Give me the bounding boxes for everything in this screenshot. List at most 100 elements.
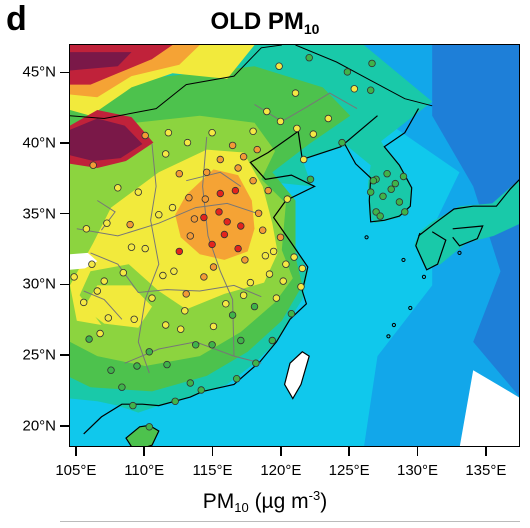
station-point <box>246 278 255 287</box>
mongolia-border <box>70 45 282 120</box>
island-5 <box>457 250 462 255</box>
station-point <box>155 210 163 219</box>
divider <box>60 521 520 522</box>
ocean-far <box>432 45 519 397</box>
station-point <box>338 138 346 147</box>
station-point <box>268 336 276 345</box>
station-point <box>275 62 283 70</box>
station-point <box>119 268 127 277</box>
station-point <box>183 138 192 147</box>
province-border-8 <box>83 290 123 320</box>
xlabel-unit-close: ) <box>320 490 328 513</box>
chart-title: OLD PM10 <box>0 8 530 37</box>
x-tick-mark <box>143 447 145 456</box>
station-point <box>114 184 122 192</box>
station-point <box>237 336 245 345</box>
northeast-border <box>295 45 433 107</box>
station-point <box>401 208 409 216</box>
station-point <box>369 176 378 185</box>
station-point <box>118 383 126 391</box>
station-point <box>261 251 270 260</box>
station-point <box>141 131 149 140</box>
title-main: OLD PM <box>210 8 304 35</box>
japan-coastline <box>418 179 519 237</box>
station-point <box>282 260 290 268</box>
x-tick-mark <box>280 447 282 456</box>
desert-maroon-north <box>70 52 132 71</box>
station-point <box>263 107 271 116</box>
japan-land <box>414 180 519 269</box>
station-point <box>290 253 298 261</box>
station-point <box>93 287 101 295</box>
station-point <box>291 89 300 97</box>
station-point <box>258 226 267 234</box>
station-point <box>239 291 248 299</box>
province-border-2 <box>137 143 160 374</box>
station-point <box>190 215 199 223</box>
station-point <box>145 348 153 356</box>
station-point <box>231 186 240 195</box>
station-point <box>293 124 301 133</box>
station-point <box>232 375 241 383</box>
station-point <box>208 128 216 137</box>
station-point <box>228 141 237 150</box>
y-tick-label: 40°N <box>22 134 56 152</box>
observation-stations <box>70 53 409 431</box>
station-point <box>182 290 190 298</box>
xlabel-main: PM <box>202 490 235 513</box>
x-tick-label: 135°E <box>465 462 507 479</box>
station-point <box>85 335 93 343</box>
station-point <box>181 307 189 315</box>
station-point <box>387 185 395 193</box>
map-frame <box>69 44 520 447</box>
y-tick-label: 20°N <box>22 417 56 435</box>
station-point <box>383 169 391 178</box>
station-point <box>228 311 237 319</box>
station-point <box>170 267 178 275</box>
station-point <box>148 294 156 302</box>
y-tick-mark <box>60 212 69 215</box>
station-point <box>79 298 88 307</box>
station-point <box>216 189 224 198</box>
station-point <box>186 379 194 387</box>
station-point <box>104 314 112 322</box>
x-tick-label: 130°E <box>396 462 439 479</box>
station-point <box>208 341 216 349</box>
x-tick-label: 105°E <box>55 462 97 479</box>
title-subscript: 10 <box>303 21 320 37</box>
x-tick-mark <box>75 447 77 456</box>
station-point <box>176 325 185 333</box>
xlabel-unit: (µg m <box>248 490 309 513</box>
station-point <box>264 186 272 195</box>
y-tick-label: 25°N <box>22 346 56 364</box>
y-tick-mark <box>60 71 69 74</box>
station-point <box>168 203 177 212</box>
station-point <box>367 188 375 196</box>
station-point <box>141 244 149 253</box>
station-point <box>234 164 242 172</box>
station-point <box>163 360 171 369</box>
station-point <box>70 273 78 281</box>
station-point <box>234 244 242 253</box>
province-border-3 <box>202 136 235 357</box>
station-point <box>175 247 183 256</box>
station-point <box>305 53 313 62</box>
station-point <box>89 161 97 169</box>
station-point <box>202 168 211 176</box>
station-point <box>241 256 249 264</box>
province-border-7 <box>186 171 242 187</box>
station-point <box>159 271 167 280</box>
xlabel-superscript: -3 <box>308 488 321 503</box>
province-border-5 <box>254 92 358 122</box>
china-coastline <box>83 115 378 435</box>
station-point <box>391 179 399 188</box>
x-tick-label: 110°E <box>124 462 165 479</box>
panel-letter: d <box>6 0 27 38</box>
station-point <box>297 283 305 291</box>
station-point <box>220 230 229 239</box>
station-point <box>134 188 142 196</box>
station-point <box>287 310 296 318</box>
x-tick-label: 125°E <box>328 462 370 479</box>
station-point <box>350 85 358 93</box>
station-point <box>252 359 260 367</box>
